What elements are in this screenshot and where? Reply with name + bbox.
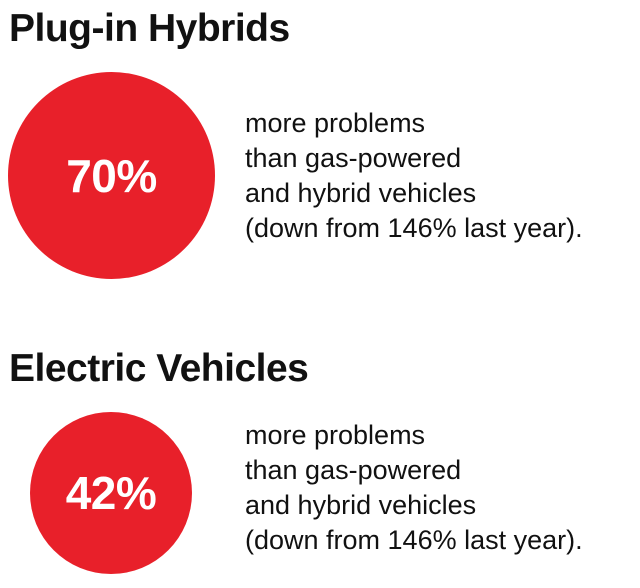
percentage-value: 70% bbox=[66, 149, 157, 202]
percentage-value: 42% bbox=[65, 467, 157, 519]
description-line: and hybrid vehicles bbox=[245, 490, 477, 520]
percentage-circle: 70% bbox=[8, 72, 215, 279]
description-line: more problems bbox=[245, 420, 426, 450]
description-line: than gas-powered bbox=[245, 455, 462, 485]
description-line: more problems bbox=[245, 108, 426, 138]
section-title: Electric Vehicles bbox=[9, 347, 309, 390]
percentage-circle: 42% bbox=[30, 412, 192, 574]
description-line: and hybrid vehicles bbox=[245, 178, 477, 208]
stat-description: more problems than gas-powered and hybri… bbox=[245, 106, 583, 246]
stat-description: more problems than gas-powered and hybri… bbox=[245, 418, 583, 558]
section-title: Plug-in Hybrids bbox=[9, 7, 290, 50]
description-line: (down from 146% last year). bbox=[245, 525, 583, 555]
description-line: than gas-powered bbox=[245, 143, 462, 173]
description-line: (down from 146% last year). bbox=[245, 213, 583, 243]
